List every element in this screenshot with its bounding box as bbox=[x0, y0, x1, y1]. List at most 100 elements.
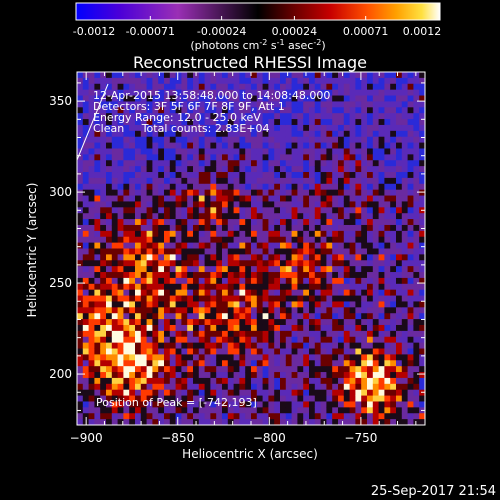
heatmap-cell bbox=[233, 389, 240, 396]
heatmap-cell bbox=[117, 360, 124, 367]
heatmap-cell bbox=[216, 113, 223, 120]
heatmap-cell bbox=[349, 207, 356, 214]
heatmap-cell bbox=[117, 83, 124, 91]
heatmap-cell bbox=[407, 295, 414, 302]
heatmap-cell bbox=[129, 395, 136, 402]
heatmap-cell bbox=[361, 119, 368, 126]
heatmap-cell bbox=[384, 407, 391, 414]
heatmap-cell bbox=[367, 83, 374, 91]
heatmap-cell bbox=[123, 395, 130, 402]
heatmap-cell bbox=[285, 213, 292, 220]
heatmap-cell bbox=[82, 413, 89, 420]
heatmap-cell bbox=[355, 124, 362, 132]
heatmap-cell bbox=[419, 113, 425, 120]
heatmap-cell bbox=[77, 330, 84, 338]
heatmap-cell bbox=[419, 177, 425, 185]
heatmap-cell bbox=[175, 248, 182, 255]
heatmap-cell bbox=[129, 183, 136, 191]
heatmap-cell bbox=[111, 330, 118, 338]
heatmap-cell bbox=[262, 413, 269, 420]
heatmap-cell bbox=[367, 366, 374, 373]
heatmap-cell bbox=[146, 289, 153, 296]
heatmap-cell bbox=[175, 177, 182, 185]
heatmap-cell bbox=[297, 177, 304, 185]
heatmap-cell bbox=[117, 366, 124, 373]
heatmap-cell bbox=[320, 413, 327, 420]
y-tick-label: 200 bbox=[49, 367, 72, 381]
heatmap-cell bbox=[181, 295, 188, 302]
heatmap-cell bbox=[169, 301, 176, 308]
heatmap-cell bbox=[210, 242, 217, 249]
heatmap-cell bbox=[227, 95, 234, 102]
heatmap-cell bbox=[401, 142, 408, 149]
heatmap-cell bbox=[332, 83, 339, 91]
heatmap-cell bbox=[309, 289, 316, 296]
heatmap-cell bbox=[309, 254, 316, 261]
heatmap-cell bbox=[367, 372, 374, 379]
heatmap-cell bbox=[140, 307, 147, 314]
heatmap-cell bbox=[175, 395, 182, 402]
heatmap-cell bbox=[117, 342, 124, 349]
heatmap-cell bbox=[401, 95, 408, 102]
heatmap-cell bbox=[181, 248, 188, 255]
heatmap-cell bbox=[175, 160, 182, 167]
heatmap-cell bbox=[256, 242, 263, 249]
heatmap-cell bbox=[164, 219, 171, 226]
heatmap-cell bbox=[94, 377, 101, 385]
heatmap-cell bbox=[123, 154, 130, 161]
heatmap-cell bbox=[82, 124, 89, 132]
heatmap-cell bbox=[268, 172, 275, 179]
heatmap-cell bbox=[129, 401, 136, 408]
heatmap-cell bbox=[82, 148, 89, 155]
heatmap-cell bbox=[401, 419, 408, 425]
heatmap-cell bbox=[181, 83, 188, 91]
heatmap-cell bbox=[320, 107, 327, 114]
heatmap-cell bbox=[361, 342, 368, 349]
heatmap-cell bbox=[407, 330, 414, 338]
heatmap-cell bbox=[361, 113, 368, 120]
heatmap-cell bbox=[239, 177, 246, 185]
heatmap-cell bbox=[390, 260, 397, 267]
heatmap-cell bbox=[280, 242, 287, 249]
heatmap-cell bbox=[367, 324, 374, 332]
heatmap-cell bbox=[140, 130, 147, 138]
heatmap-cell bbox=[401, 301, 408, 308]
heatmap-cell bbox=[129, 295, 136, 302]
heatmap-cell bbox=[251, 236, 258, 244]
heatmap-cell bbox=[233, 366, 240, 373]
heatmap-cell bbox=[326, 242, 333, 249]
heatmap-cell bbox=[274, 342, 281, 349]
heatmap-cell bbox=[343, 154, 350, 161]
heatmap-cell bbox=[94, 160, 101, 167]
heatmap-cell bbox=[140, 383, 147, 391]
heatmap-cell bbox=[262, 136, 269, 143]
heatmap-cell bbox=[198, 177, 205, 185]
heatmap-cell bbox=[239, 107, 246, 114]
heatmap-cell bbox=[419, 354, 425, 361]
heatmap-cell bbox=[396, 360, 403, 367]
heatmap-cell bbox=[280, 130, 287, 138]
heatmap-cell bbox=[158, 266, 165, 273]
heatmap-cell bbox=[314, 372, 321, 379]
heatmap-cell bbox=[332, 113, 339, 120]
heatmap-cell bbox=[419, 389, 425, 396]
heatmap-cell bbox=[135, 236, 142, 244]
heatmap-cell bbox=[291, 230, 298, 238]
heatmap-cell bbox=[181, 183, 188, 191]
heatmap-cell bbox=[123, 377, 130, 385]
heatmap-cell bbox=[181, 207, 188, 214]
heatmap-cell bbox=[338, 348, 345, 355]
heatmap-cell bbox=[338, 160, 345, 167]
heatmap-cell bbox=[146, 95, 153, 102]
heatmap-cell bbox=[274, 195, 281, 202]
heatmap-cell bbox=[268, 307, 275, 314]
heatmap-cell bbox=[262, 389, 269, 396]
heatmap-cell bbox=[384, 289, 391, 296]
heatmap-cell bbox=[216, 72, 223, 79]
heatmap-cell bbox=[204, 183, 211, 191]
heatmap-cell bbox=[129, 266, 136, 273]
heatmap-cell bbox=[384, 136, 391, 143]
heatmap-cell bbox=[407, 283, 414, 291]
heatmap-cell bbox=[343, 113, 350, 120]
heatmap-cell bbox=[372, 419, 379, 425]
